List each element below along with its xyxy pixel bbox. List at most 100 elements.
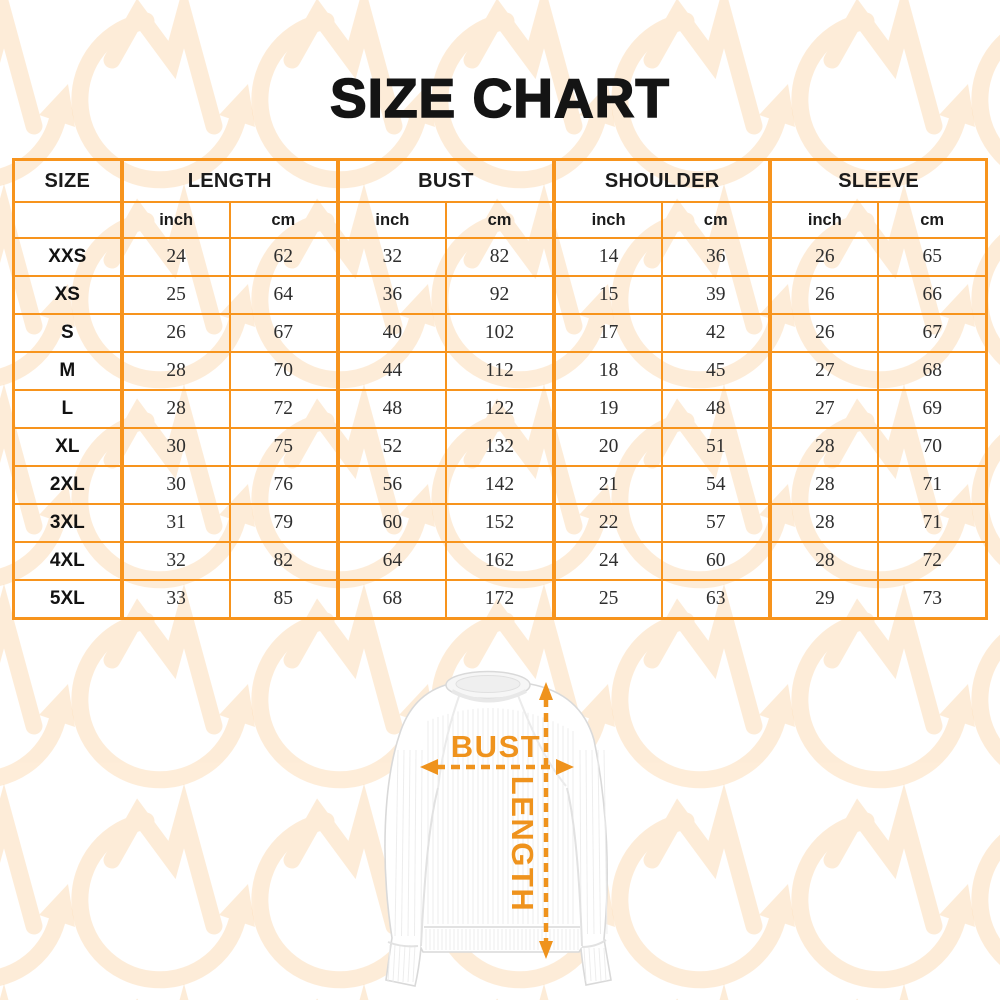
table-row: XXS 24 62 32 82 14 36 26 65 — [12, 237, 988, 277]
unit-header: cm — [444, 201, 556, 239]
column-header-size: SIZE — [12, 158, 123, 203]
size-value-cell: 27 — [768, 389, 880, 429]
table-row: L 28 72 48 122 19 48 27 69 — [12, 389, 988, 429]
unit-header: cm — [228, 201, 339, 239]
size-value-cell: 21 — [552, 465, 664, 505]
size-value-cell: 79 — [228, 503, 339, 543]
size-value-cell: 45 — [661, 351, 772, 391]
unit-header: cm — [877, 201, 988, 239]
size-value-cell: 28 — [119, 351, 231, 391]
length-measure-arrow-icon — [539, 682, 553, 959]
size-value-cell: 28 — [768, 465, 880, 505]
size-table-body: XXS 24 62 32 82 14 36 26 65 XS 25 64 36 92 15 39 26 66 S 26… — [12, 237, 988, 620]
unit-header: cm — [661, 201, 772, 239]
column-header-bust: BUST — [335, 158, 556, 203]
size-chart-table: SIZE LENGTH BUST SHOULDER SLEEVE inch cm i… — [12, 158, 988, 620]
size-value-cell: 122 — [444, 389, 556, 429]
table-row: M 28 70 44 112 18 45 27 68 — [12, 351, 988, 391]
size-value-cell: 26 — [768, 237, 880, 277]
size-value-cell: 14 — [552, 237, 664, 277]
bust-label: BUST — [451, 729, 541, 764]
size-value-cell: 30 — [119, 465, 231, 505]
size-value-cell: 162 — [444, 541, 556, 581]
size-value-cell: 32 — [119, 541, 231, 581]
size-value-cell: 20 — [552, 427, 664, 467]
unit-header-row: inch cm inch cm inch cm inch cm — [12, 201, 988, 239]
collar — [445, 670, 531, 703]
size-value-cell: 30 — [119, 427, 231, 467]
unit-header: inch — [552, 201, 664, 239]
size-value-cell: 25 — [552, 579, 664, 620]
size-value-cell: 19 — [552, 389, 664, 429]
unit-header: inch — [768, 201, 880, 239]
size-value-cell: 64 — [228, 275, 339, 315]
size-value-cell: 28 — [768, 427, 880, 467]
size-value-cell: 48 — [661, 389, 772, 429]
size-value-cell: 17 — [552, 313, 664, 353]
size-value-cell: 112 — [444, 351, 556, 391]
size-row-label: 5XL — [12, 579, 123, 620]
size-value-cell: 28 — [768, 541, 880, 581]
size-value-cell: 51 — [661, 427, 772, 467]
table-row: 4XL 32 82 64 162 24 60 28 72 — [12, 541, 988, 581]
size-value-cell: 24 — [552, 541, 664, 581]
size-value-cell: 63 — [661, 579, 772, 620]
size-value-cell: 76 — [228, 465, 339, 505]
group-header-row: SIZE LENGTH BUST SHOULDER SLEEVE — [12, 158, 988, 203]
size-value-cell: 26 — [768, 275, 880, 315]
sweatshirt-illustration: BUST LENGTH — [384, 670, 612, 987]
garment-seams — [387, 687, 607, 948]
size-value-cell: 60 — [661, 541, 772, 581]
size-value-cell: 32 — [335, 237, 447, 277]
size-value-cell: 82 — [228, 541, 339, 581]
size-value-cell: 71 — [877, 503, 988, 543]
size-value-cell: 69 — [877, 389, 988, 429]
size-row-label: 2XL — [12, 465, 123, 505]
size-value-cell: 62 — [228, 237, 339, 277]
size-value-cell: 66 — [877, 275, 988, 315]
size-value-cell: 65 — [877, 237, 988, 277]
size-value-cell: 26 — [119, 313, 231, 353]
size-value-cell: 22 — [552, 503, 664, 543]
size-value-cell: 73 — [877, 579, 988, 620]
size-value-cell: 102 — [444, 313, 556, 353]
size-value-cell: 152 — [444, 503, 556, 543]
size-value-cell: 39 — [661, 275, 772, 315]
table-row: 5XL 33 85 68 172 25 63 29 73 — [12, 579, 988, 620]
size-value-cell: 68 — [335, 579, 447, 620]
size-value-cell: 27 — [768, 351, 880, 391]
column-header-length: LENGTH — [119, 158, 339, 203]
page-title: SIZE CHART — [329, 66, 670, 130]
unit-header-spacer — [12, 201, 123, 239]
size-row-label: M — [12, 351, 123, 391]
size-value-cell: 72 — [877, 541, 988, 581]
table-row: XS 25 64 36 92 15 39 26 66 — [12, 275, 988, 315]
size-row-label: 4XL — [12, 541, 123, 581]
size-value-cell: 67 — [877, 313, 988, 353]
size-value-cell: 68 — [877, 351, 988, 391]
size-value-cell: 26 — [768, 313, 880, 353]
size-value-cell: 36 — [661, 237, 772, 277]
size-row-label: 3XL — [12, 503, 123, 543]
column-header-sleeve: SLEEVE — [768, 158, 988, 203]
size-row-label: XL — [12, 427, 123, 467]
size-row-label: XXS — [12, 237, 123, 277]
size-value-cell: 18 — [552, 351, 664, 391]
size-value-cell: 24 — [119, 237, 231, 277]
size-value-cell: 67 — [228, 313, 339, 353]
length-label: LENGTH — [505, 776, 540, 912]
size-value-cell: 85 — [228, 579, 339, 620]
size-row-label: XS — [12, 275, 123, 315]
size-row-label: S — [12, 313, 123, 353]
size-value-cell: 40 — [335, 313, 447, 353]
size-value-cell: 142 — [444, 465, 556, 505]
column-header-shoulder: SHOULDER — [552, 158, 772, 203]
size-value-cell: 56 — [335, 465, 447, 505]
size-value-cell: 54 — [661, 465, 772, 505]
size-value-cell: 64 — [335, 541, 447, 581]
size-value-cell: 70 — [877, 427, 988, 467]
size-value-cell: 48 — [335, 389, 447, 429]
size-value-cell: 57 — [661, 503, 772, 543]
size-value-cell: 28 — [119, 389, 231, 429]
